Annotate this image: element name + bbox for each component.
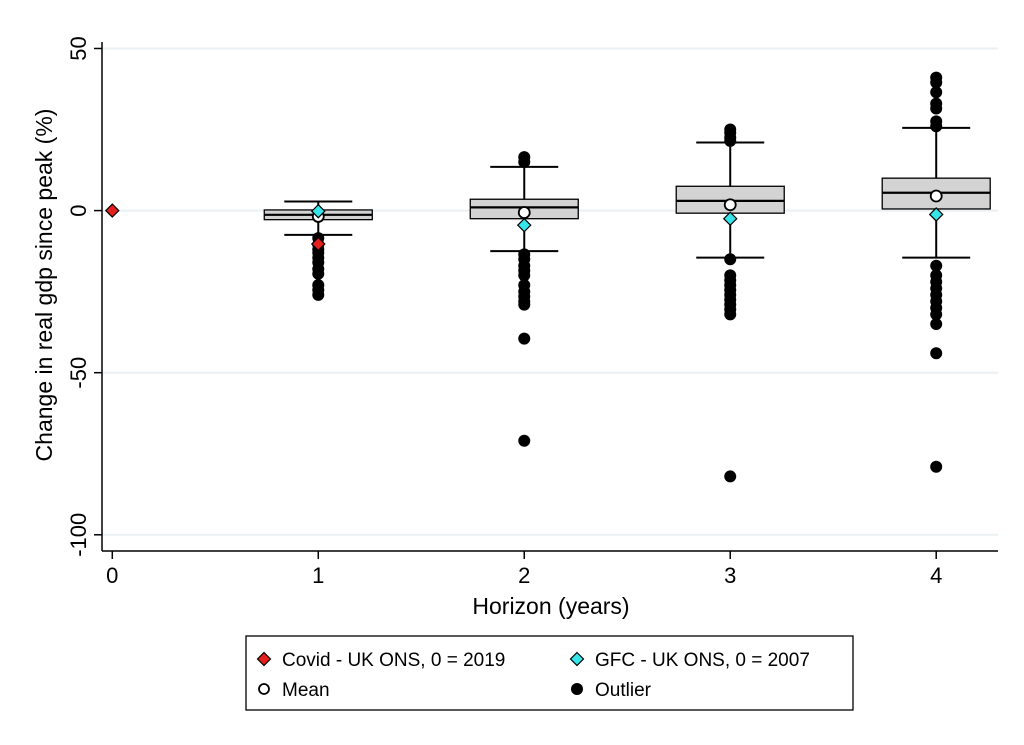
x-tick-label-4: 4 (930, 563, 942, 588)
gfc-point-3 (722, 211, 738, 227)
outlier-point-1-10 (312, 288, 325, 301)
gfc-point-1 (310, 203, 326, 219)
outlier-point-4-4 (930, 86, 943, 99)
legend-covid-icon (256, 651, 272, 667)
outlier-point-3-4 (724, 253, 737, 266)
y-tick-label-2: -50 (66, 357, 91, 389)
outlier-point-2-11 (518, 298, 531, 311)
covid-point-1 (310, 236, 326, 252)
marker-layer (104, 203, 944, 252)
outlier-point-1-7 (312, 267, 325, 280)
legend-outlier-icon (571, 683, 583, 695)
outlier-point-4-3 (930, 97, 943, 110)
outlier-point-4-1 (930, 115, 943, 128)
legend-label-0: Covid - UK ONS, 0 = 2019 (282, 650, 505, 671)
legend-label-1: GFC - UK ONS, 0 = 2007 (595, 650, 810, 671)
legend-gfc-icon (569, 651, 585, 667)
outlier-point-2-13 (518, 434, 531, 447)
outlier-point-3-3 (724, 123, 737, 136)
outlier-point-4-7 (930, 259, 943, 272)
mean-marker-4 (929, 189, 943, 203)
legend-label-3: Outlier (595, 680, 652, 701)
legend-box (245, 635, 854, 711)
outlier-point-4-6 (930, 71, 943, 84)
outlier-point-4-17 (930, 460, 943, 473)
covid-point-0 (104, 203, 120, 218)
outlier-point-3-14 (724, 470, 737, 483)
grid-layer (102, 47, 998, 536)
axis-layer: 50 0 -50 -100 0 1 2 3 4 (66, 36, 998, 588)
outlier-point-2-6 (518, 269, 531, 282)
outlier-point-2-12 (518, 332, 531, 345)
legend-mean-icon (258, 683, 270, 695)
outlier-point-3-13 (724, 308, 737, 321)
box-layer (263, 71, 991, 483)
y-tick-label-3: -100 (66, 513, 91, 557)
x-tick-label-3: 3 (724, 563, 736, 588)
y-axis-title: Change in real gdp since peak (%) (31, 109, 57, 462)
gfc-point-2 (516, 217, 532, 233)
x-tick-label-2: 2 (518, 563, 530, 588)
outlier-point-2-1 (518, 151, 531, 164)
box-group-4 (881, 71, 991, 473)
outlier-point-4-16 (930, 347, 943, 360)
y-tick-label-1: 0 (66, 204, 91, 216)
legend: Covid - UK ONS, 0 = 2019 GFC - UK ONS, 0 … (245, 635, 854, 711)
box-group-3 (675, 123, 785, 483)
mean-marker-3 (723, 198, 737, 212)
x-tick-label-1: 1 (312, 563, 324, 588)
y-tick-label-0: 50 (66, 36, 91, 60)
outlier-point-4-14 (930, 308, 943, 321)
box-group-2 (469, 151, 579, 447)
mean-marker-2 (517, 206, 531, 219)
x-tick-label-0: 0 (106, 563, 118, 588)
legend-label-2: Mean (282, 680, 330, 701)
gfc-point-4 (928, 207, 944, 222)
outlier-point-4-15 (930, 318, 943, 331)
x-axis-title: Horizon (years) (472, 593, 629, 619)
